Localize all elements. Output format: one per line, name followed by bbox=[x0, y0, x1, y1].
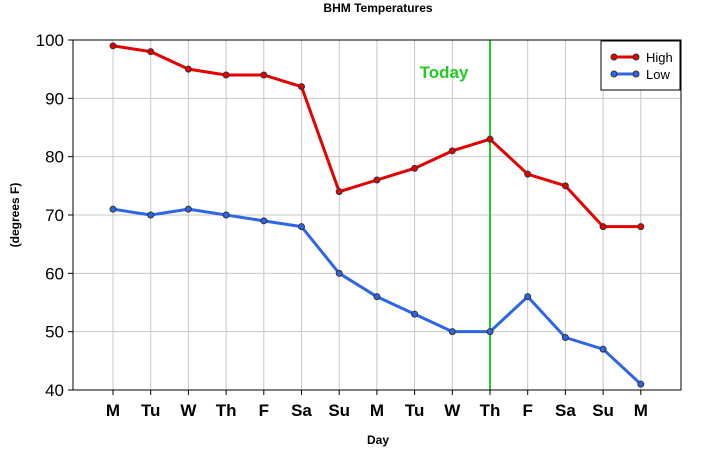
x-tick-label: Th bbox=[216, 401, 237, 420]
data-point-low bbox=[222, 211, 230, 219]
y-tick-label: 50 bbox=[45, 323, 64, 342]
x-tick-label: F bbox=[523, 401, 533, 420]
data-point-high bbox=[561, 182, 569, 190]
data-point-low bbox=[109, 205, 117, 213]
data-point-high bbox=[599, 223, 607, 231]
data-point-high bbox=[109, 42, 117, 50]
data-point-high bbox=[448, 147, 456, 155]
y-tick-label: 100 bbox=[36, 31, 64, 50]
y-axis-label: (degrees F) bbox=[8, 183, 22, 248]
data-point-low bbox=[486, 328, 494, 336]
data-point-low bbox=[599, 345, 607, 353]
data-point-high bbox=[298, 83, 305, 91]
x-tick-label: M bbox=[106, 401, 120, 420]
series-lines bbox=[109, 42, 645, 388]
data-point-low bbox=[184, 205, 192, 213]
plot-frame bbox=[72, 39, 682, 391]
data-point-high bbox=[222, 71, 230, 79]
data-point-high bbox=[260, 71, 268, 79]
data-point-high bbox=[335, 188, 343, 196]
x-tick-label: Tu bbox=[141, 401, 161, 420]
data-point-low bbox=[561, 334, 569, 341]
x-tick-label: W bbox=[180, 401, 197, 420]
x-tick-label: Sa bbox=[555, 401, 576, 420]
y-tick-label: 80 bbox=[45, 148, 64, 167]
data-point-low bbox=[411, 310, 419, 318]
y-tick-label: 60 bbox=[45, 264, 64, 283]
x-tick-label: Tu bbox=[405, 401, 425, 420]
x-tick-label: W bbox=[444, 401, 461, 420]
x-axis-label: Day bbox=[367, 433, 389, 447]
x-tick-label: Th bbox=[480, 401, 501, 420]
y-tick-label: 70 bbox=[45, 206, 64, 225]
data-point-low bbox=[298, 223, 305, 231]
data-point-low bbox=[637, 380, 645, 388]
legend-swatch-marker bbox=[632, 70, 640, 78]
today-annotation: Today bbox=[420, 63, 469, 82]
legend-swatch-marker bbox=[632, 53, 640, 61]
data-point-low bbox=[524, 293, 532, 301]
x-tick-label: M bbox=[370, 401, 384, 420]
legend-label: High bbox=[646, 50, 673, 65]
x-tick-label: Su bbox=[592, 401, 614, 420]
data-point-low bbox=[448, 328, 456, 336]
data-point-low bbox=[260, 217, 268, 225]
legend-swatch-marker bbox=[610, 70, 618, 78]
x-tick-label: Su bbox=[328, 401, 350, 420]
data-point-high bbox=[373, 176, 381, 184]
data-point-high bbox=[184, 65, 192, 73]
legend-swatch-marker bbox=[610, 53, 618, 61]
x-tick-label: F bbox=[259, 401, 269, 420]
legend-box bbox=[600, 40, 681, 91]
data-point-low bbox=[373, 293, 381, 301]
data-point-high bbox=[147, 48, 155, 56]
data-point-high bbox=[637, 223, 645, 231]
data-point-high bbox=[411, 164, 419, 172]
x-tick-label: M bbox=[634, 401, 648, 420]
data-point-low bbox=[335, 269, 343, 277]
data-point-high bbox=[524, 170, 532, 178]
legend-label: Low bbox=[646, 67, 670, 82]
legend: High Low bbox=[600, 40, 681, 91]
data-point-high bbox=[486, 135, 494, 143]
x-tick-label: Sa bbox=[291, 401, 312, 420]
chart-title: BHM Temperatures bbox=[323, 1, 432, 15]
y-tick-label: 90 bbox=[45, 89, 64, 108]
y-tick-label: 40 bbox=[45, 381, 64, 400]
tick-labels: 40 50 60 70 80 90 100 M Tu W Th F Sa Su M Tu W Th F Sa Su M bbox=[36, 31, 648, 420]
data-point-low bbox=[147, 211, 155, 219]
